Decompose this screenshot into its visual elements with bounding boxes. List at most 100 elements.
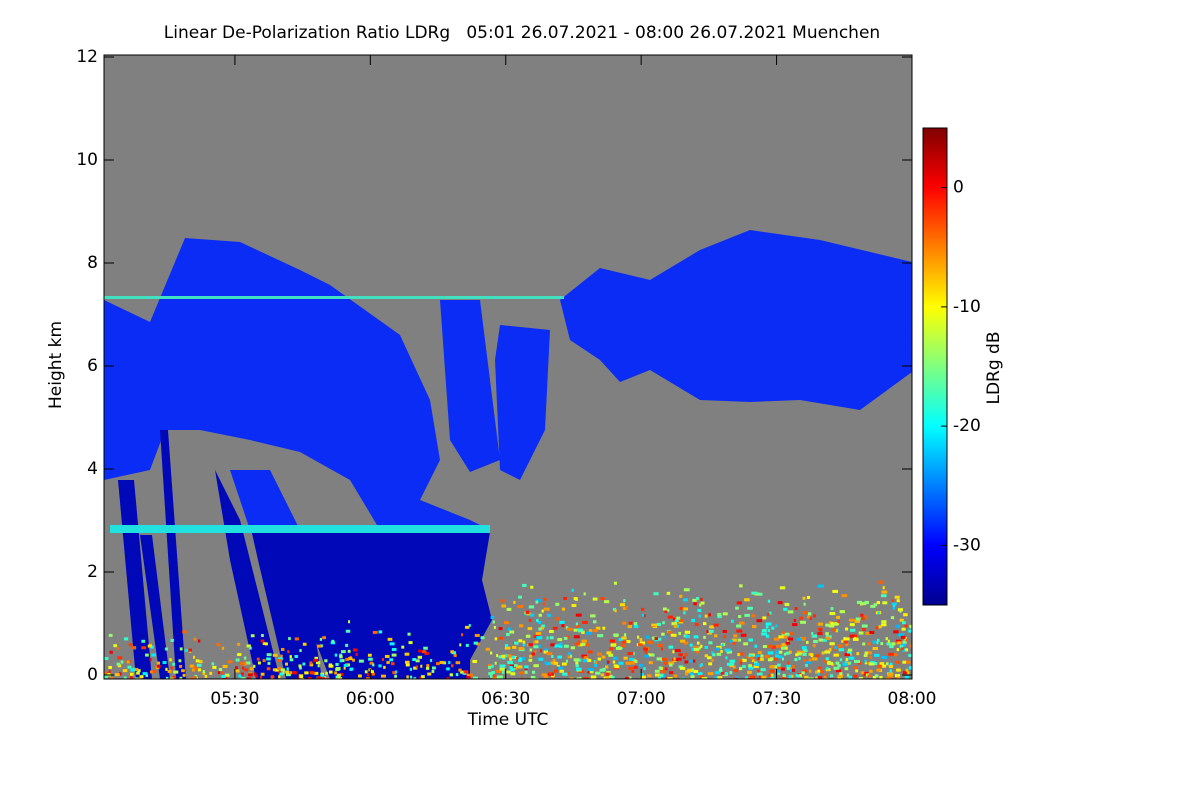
noise <box>394 674 397 678</box>
noise <box>761 632 767 636</box>
noise <box>888 672 894 676</box>
noise <box>754 644 758 648</box>
noise <box>289 655 292 659</box>
noise <box>621 640 627 644</box>
noise <box>129 672 134 676</box>
noise <box>386 660 390 664</box>
noise <box>262 642 266 646</box>
noise <box>561 607 566 611</box>
noise <box>565 659 568 663</box>
noise <box>769 669 776 673</box>
noise <box>575 597 578 601</box>
noise <box>618 661 624 665</box>
noise <box>832 628 837 632</box>
noise <box>534 650 537 654</box>
noise <box>218 668 223 672</box>
noise <box>770 673 774 677</box>
noise <box>753 661 758 665</box>
noise <box>259 676 263 679</box>
noise <box>406 675 409 679</box>
noise <box>872 640 876 644</box>
noise <box>805 663 808 667</box>
noise <box>501 654 506 658</box>
noise <box>239 662 245 666</box>
noise <box>691 668 695 672</box>
noise <box>294 637 300 641</box>
noise <box>851 634 858 638</box>
noise <box>882 601 888 605</box>
noise <box>498 636 504 640</box>
noise <box>389 658 394 662</box>
noise <box>575 622 578 626</box>
y-tick-label: 2 <box>87 562 98 582</box>
noise <box>150 670 154 674</box>
noise <box>779 586 786 590</box>
noise <box>629 657 635 661</box>
noise <box>347 649 351 653</box>
noise <box>889 669 892 673</box>
noise <box>581 639 587 643</box>
noise <box>708 613 711 617</box>
noise <box>389 642 395 646</box>
noise <box>647 674 652 678</box>
noise <box>823 675 827 679</box>
noise <box>700 665 703 669</box>
noise <box>786 666 790 670</box>
noise <box>597 634 604 638</box>
noise <box>550 661 554 665</box>
noise <box>648 661 653 665</box>
noise <box>786 664 791 668</box>
noise <box>890 616 895 620</box>
noise <box>550 677 554 679</box>
noise <box>894 674 901 678</box>
noise <box>543 650 549 654</box>
noise <box>514 641 519 645</box>
noise <box>661 632 665 636</box>
noise <box>557 655 562 659</box>
noise <box>895 624 900 628</box>
noise <box>785 632 790 636</box>
noise <box>621 636 627 640</box>
noise <box>464 625 470 629</box>
noise <box>567 655 572 659</box>
noise <box>812 634 818 638</box>
noise <box>720 649 723 653</box>
noise <box>765 625 769 629</box>
colorbar-tick-label: -20 <box>953 416 981 436</box>
colorbar-tick-label: 0 <box>953 178 964 198</box>
noise <box>172 675 177 679</box>
noise <box>818 666 822 670</box>
noise <box>664 609 668 613</box>
noise <box>299 649 302 653</box>
noise <box>412 658 417 662</box>
noise <box>313 658 319 662</box>
noise <box>908 629 912 633</box>
noise <box>669 671 674 675</box>
noise <box>825 632 829 636</box>
noise <box>904 675 909 679</box>
noise <box>701 677 708 679</box>
noise <box>672 617 676 621</box>
noise <box>781 643 787 647</box>
noise <box>262 659 266 663</box>
noise <box>378 630 383 634</box>
noise <box>860 671 865 675</box>
noise <box>425 666 430 670</box>
noise <box>714 676 721 679</box>
noise <box>234 669 240 673</box>
noise <box>465 643 469 647</box>
noise <box>683 588 690 592</box>
noise <box>516 665 523 669</box>
noise <box>334 653 338 657</box>
noise <box>782 674 786 678</box>
noise <box>282 671 285 675</box>
noise <box>570 646 576 650</box>
noise <box>504 643 509 647</box>
noise <box>270 677 274 679</box>
noise <box>834 646 838 650</box>
noise <box>369 670 374 674</box>
noise <box>874 653 880 657</box>
noise <box>673 624 678 628</box>
noise <box>123 676 127 679</box>
noise <box>735 676 739 679</box>
